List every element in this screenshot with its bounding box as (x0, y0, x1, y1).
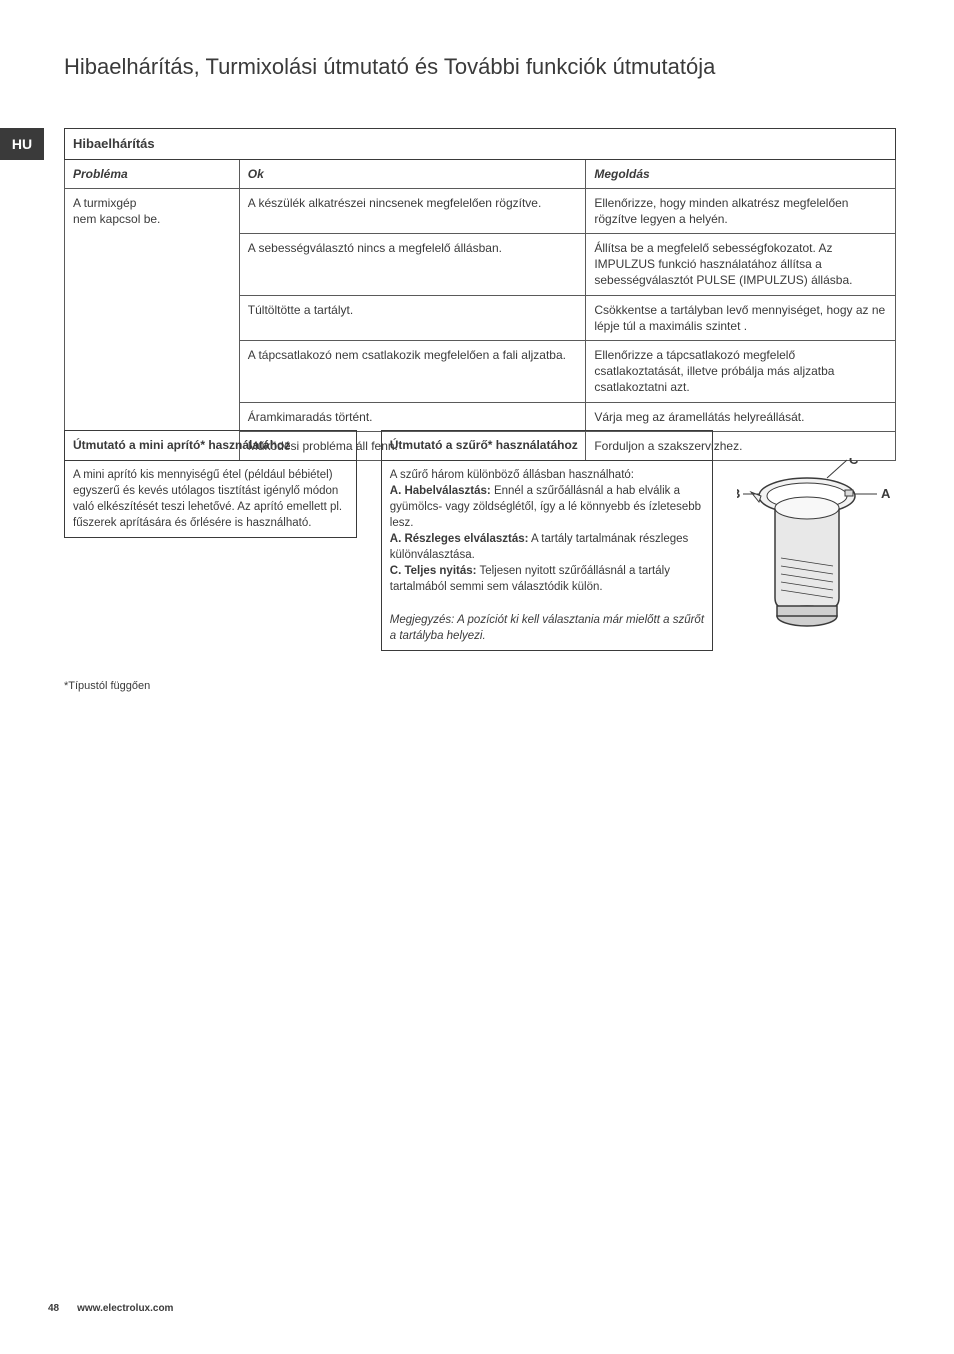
mini-card-body: A mini aprító kis mennyiségű étel (példá… (65, 461, 356, 537)
filter-b-label: A. Részleges elválasztás: (390, 533, 529, 545)
table-section-heading: Hibaelhárítás (65, 129, 896, 160)
filter-note: Megjegyzés: A pozíciót ki kell választan… (390, 614, 704, 642)
mini-card-heading: Útmutató a mini aprító* használatához (65, 431, 356, 461)
page-footer: 48 www.electrolux.com (48, 1303, 173, 1314)
troubleshooting-table: Hibaelhárítás Probléma Ok Megoldás A tur… (64, 128, 896, 461)
fig-label-b: B (737, 486, 740, 501)
footnote: *Típustól függően (64, 680, 150, 692)
cause-cell: A készülék alkatrészei nincsenek megfele… (239, 188, 586, 233)
col-header-cause: Ok (239, 159, 586, 188)
filter-diagram-icon: C A B (737, 458, 897, 648)
page-number: 48 (48, 1303, 59, 1314)
col-header-problem: Probléma (65, 159, 240, 188)
cause-cell: A sebességválasztó nincs a megfelelő áll… (239, 234, 586, 296)
troubleshooting-table-wrap: Hibaelhárítás Probléma Ok Megoldás A tur… (64, 128, 896, 461)
solution-cell: Ellenőrizze, hogy minden alkatrész megfe… (586, 188, 896, 233)
solution-cell: Ellenőrizze a tápcsatlakozó megfelelő cs… (586, 341, 896, 403)
filter-intro: A szűrő három különböző állásban használ… (390, 469, 634, 481)
cause-cell: Túltöltötte a tartályt. (239, 295, 586, 340)
table-row: A turmixgépnem kapcsol be. A készülék al… (65, 188, 896, 233)
cause-cell: A tápcsatlakozó nem csatlakozik megfelel… (239, 341, 586, 403)
fig-label-c: C (849, 458, 859, 467)
filter-a-label: A. Habelválasztás: (390, 485, 491, 497)
col-header-solution: Megoldás (586, 159, 896, 188)
fig-label-a: A (881, 486, 891, 501)
figure-column: C A B (737, 430, 896, 635)
mini-chopper-card: Útmutató a mini aprító* használatához A … (64, 430, 357, 538)
solution-cell: Csökkentse a tartályban levő mennyiséget… (586, 295, 896, 340)
filter-card: Útmutató a szűrő* használatához A szűrő … (381, 430, 713, 651)
footer-url: www.electrolux.com (77, 1303, 173, 1314)
filter-card-heading: Útmutató a szűrő* használatához (382, 431, 712, 461)
cause-cell: Áramkimaradás történt. (239, 402, 586, 431)
filter-c-label: C. Teljes nyitás: (390, 565, 477, 577)
page-title: Hibaelhárítás, Turmixolási útmutató és T… (64, 54, 715, 80)
solution-cell: Várja meg az áramellátás helyreállását. (586, 402, 896, 431)
lower-cards-row: Útmutató a mini aprító* használatához A … (64, 430, 896, 651)
problem-cell: A turmixgépnem kapcsol be. (65, 188, 240, 460)
language-tab: HU (0, 128, 44, 160)
filter-card-body: A szűrő három különböző állásban használ… (382, 461, 712, 650)
solution-cell: Állítsa be a megfelelő sebességfokozatot… (586, 234, 896, 296)
